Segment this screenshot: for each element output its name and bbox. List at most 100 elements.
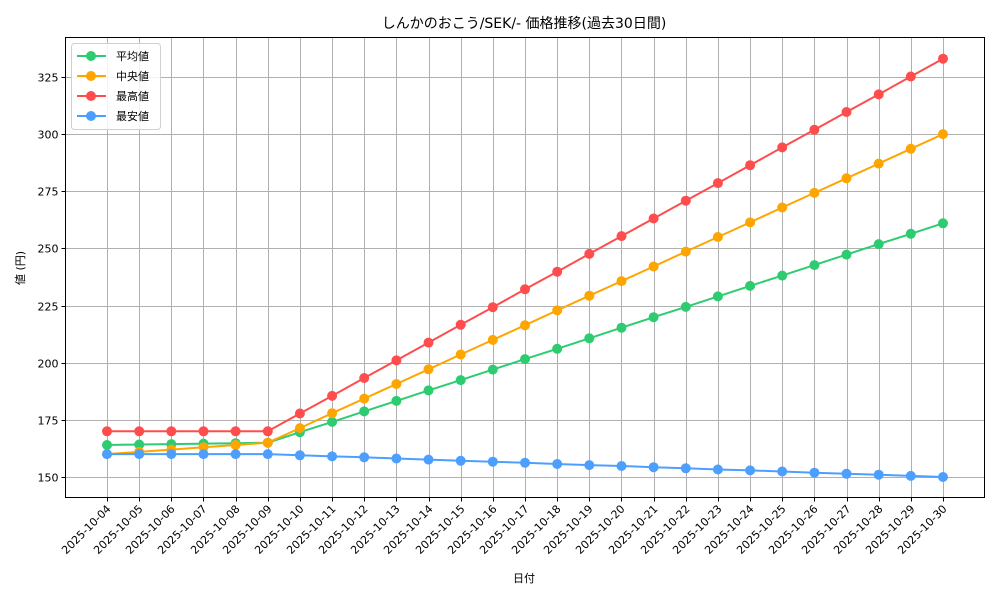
data-point <box>166 426 177 437</box>
data-point <box>391 395 402 406</box>
data-point <box>616 276 627 287</box>
y-tick-label: 250 <box>38 243 59 256</box>
data-point <box>423 337 434 348</box>
y-tick-label: 200 <box>38 358 59 371</box>
data-point <box>712 464 723 475</box>
data-point <box>938 472 948 482</box>
data-point <box>455 319 466 330</box>
series-最高値 <box>102 53 948 437</box>
legend-label: 中央値 <box>116 70 149 83</box>
data-point <box>359 393 370 404</box>
data-point <box>648 312 659 323</box>
y-axis-title: 値 (円) <box>14 251 27 285</box>
data-point <box>294 423 305 434</box>
data-point <box>809 187 820 198</box>
legend-item: 最高値 <box>77 89 149 103</box>
data-point <box>487 334 498 345</box>
data-point <box>938 53 948 64</box>
data-point <box>584 333 595 344</box>
legend-marker-icon <box>86 71 96 81</box>
data-point <box>873 158 884 169</box>
data-point <box>423 364 434 375</box>
y-tick-label: 150 <box>38 472 59 485</box>
data-point <box>198 426 209 437</box>
legend-marker-icon <box>86 51 96 61</box>
data-point <box>327 416 338 427</box>
data-point <box>520 320 530 331</box>
data-point <box>262 449 273 460</box>
data-point <box>327 390 338 401</box>
y-tick-label: 225 <box>38 301 59 314</box>
data-point <box>712 178 723 189</box>
data-point <box>520 457 530 468</box>
data-point <box>552 459 563 469</box>
data-point <box>680 463 691 474</box>
data-point <box>134 439 145 450</box>
data-point <box>841 249 852 260</box>
series-中央値 <box>102 129 948 460</box>
data-point <box>423 454 434 465</box>
data-point <box>938 218 948 229</box>
data-point <box>616 322 627 333</box>
data-point <box>905 228 916 239</box>
data-point <box>327 451 338 462</box>
data-point <box>166 449 177 460</box>
data-point <box>777 270 788 281</box>
data-point <box>745 280 756 291</box>
data-point <box>391 379 402 389</box>
data-point <box>584 248 595 259</box>
data-point <box>905 71 916 82</box>
data-point <box>391 355 402 366</box>
data-point <box>552 305 563 316</box>
data-point <box>616 461 627 471</box>
series-最安値 <box>102 449 948 482</box>
legend-marker-icon <box>86 91 96 101</box>
data-point <box>391 453 402 464</box>
data-point <box>745 160 756 171</box>
data-point <box>938 129 948 140</box>
data-point <box>520 354 530 365</box>
data-point <box>327 408 338 419</box>
y-tick-label: 175 <box>38 415 59 428</box>
series-group <box>102 53 948 482</box>
data-point <box>905 470 916 481</box>
legend-item: 平均値 <box>77 50 149 63</box>
data-point <box>102 426 112 437</box>
legend-marker-icon <box>86 111 96 121</box>
chart-title: しんかのおこう/SEK/- 価格推移(過去30日間) <box>382 16 667 32</box>
data-point <box>359 452 370 463</box>
data-point <box>809 467 820 478</box>
y-tick-label: 275 <box>38 186 59 199</box>
data-point <box>230 426 241 437</box>
data-point <box>520 284 530 295</box>
data-point <box>841 173 852 184</box>
data-point <box>134 449 145 460</box>
y-tick-label: 300 <box>38 129 59 142</box>
legend-item: 最安値 <box>77 109 149 123</box>
data-point <box>230 440 241 450</box>
data-point <box>680 195 691 206</box>
data-point <box>487 456 498 467</box>
data-point <box>198 449 209 460</box>
data-point <box>712 291 723 302</box>
data-point <box>359 373 370 383</box>
legend-box <box>71 43 161 130</box>
x-axis-title: 日付 <box>513 572 535 585</box>
data-point <box>552 266 563 277</box>
data-point <box>777 202 788 213</box>
y-axis: 150 175 200 225 250 275 300 325 <box>38 72 66 485</box>
data-point <box>423 385 434 396</box>
data-point <box>262 426 273 437</box>
data-point <box>102 440 112 450</box>
data-point <box>841 468 852 479</box>
data-point <box>809 260 820 271</box>
legend-label: 最安値 <box>116 109 149 123</box>
data-point <box>359 406 370 417</box>
data-point <box>680 301 691 312</box>
data-point <box>294 408 305 419</box>
data-point <box>777 466 788 477</box>
data-point <box>873 89 884 100</box>
data-point <box>487 302 498 313</box>
